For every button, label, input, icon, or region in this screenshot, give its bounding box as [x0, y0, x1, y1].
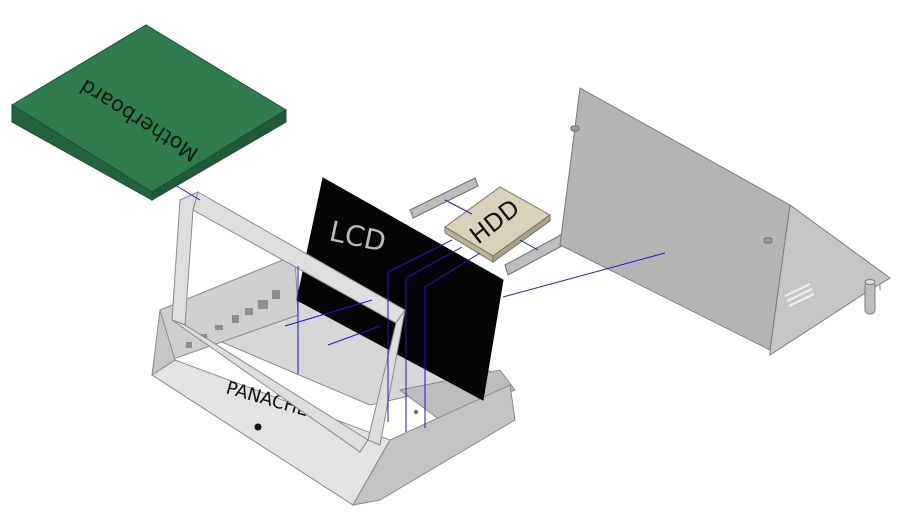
- cover-standoff: [864, 279, 876, 315]
- vent-slots: [784, 283, 815, 307]
- power-button: [254, 423, 262, 431]
- motherboard-board: Motherboard: [11, 24, 287, 201]
- cover-tabs: [570, 125, 773, 244]
- assembly-trail-lines: [174, 184, 666, 432]
- front-bezel-frame: [171, 191, 406, 453]
- hdd-drive: HDD: [444, 186, 551, 263]
- screw-hole: [414, 410, 418, 414]
- hdd-rail-upper: [409, 177, 479, 219]
- top-cover: [559, 87, 891, 356]
